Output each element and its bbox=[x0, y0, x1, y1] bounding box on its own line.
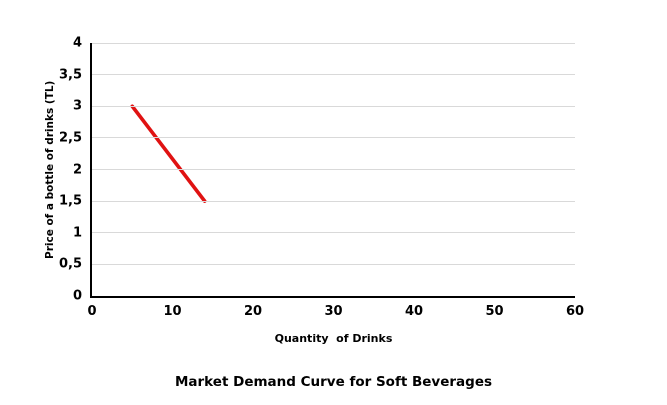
x-axis-title: Quantity of Drinks bbox=[274, 332, 393, 345]
y-tick-label: 0,5 bbox=[58, 256, 82, 272]
x-axis-tick-labels: 0 10 20 30 40 50 60 bbox=[87, 304, 584, 322]
plot-area bbox=[90, 42, 575, 298]
y-axis-tick-labels: 0 0,5 1 1,5 2 2,5 3 3,5 4 bbox=[0, 36, 82, 304]
gridline bbox=[92, 232, 575, 234]
x-tick-label: 50 bbox=[485, 304, 504, 319]
y-tick-label: 3 bbox=[72, 98, 82, 114]
x-tick-label: 0 bbox=[87, 304, 97, 319]
demand-curve-line bbox=[130, 104, 207, 203]
gridline bbox=[92, 74, 575, 76]
y-tick-label: 1 bbox=[72, 225, 82, 241]
gridline bbox=[92, 137, 575, 139]
y-tick-label: 3,5 bbox=[58, 67, 82, 83]
gridline bbox=[92, 105, 575, 107]
x-tick-label: 10 bbox=[163, 304, 182, 319]
x-tick-label: 30 bbox=[324, 304, 343, 319]
x-tick-label: 60 bbox=[565, 304, 585, 319]
gridline bbox=[92, 200, 575, 202]
gridline bbox=[92, 169, 575, 170]
x-tick-label: 20 bbox=[243, 304, 263, 319]
y-tick-label: 1,5 bbox=[58, 193, 82, 209]
y-tick-label: 2,5 bbox=[58, 130, 82, 146]
gridline bbox=[92, 42, 575, 44]
series-line bbox=[130, 104, 207, 203]
y-tick-label: 0 bbox=[72, 288, 82, 304]
chart-title: Market Demand Curve for Soft Beverages bbox=[174, 374, 493, 390]
y-tick-label: 4 bbox=[72, 35, 82, 51]
y-tick-label: 2 bbox=[72, 162, 82, 177]
gridline bbox=[92, 263, 575, 265]
x-tick-label: 40 bbox=[404, 304, 424, 319]
